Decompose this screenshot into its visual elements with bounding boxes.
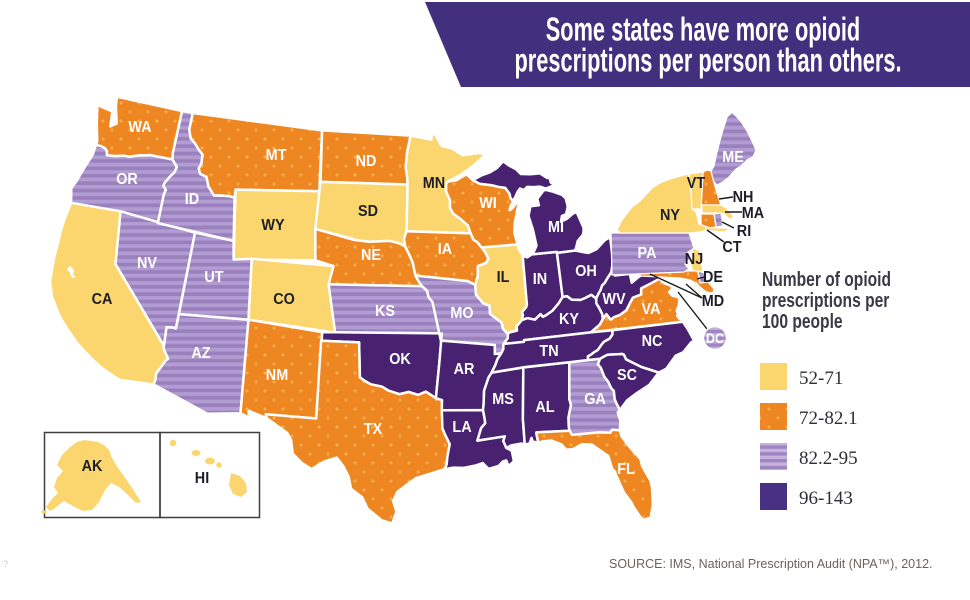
svg-text:TN: TN [539,342,558,360]
svg-text:SD: SD [358,202,378,220]
svg-text:UT: UT [204,268,224,286]
svg-text:OR: OR [116,170,138,188]
svg-text:NC: NC [642,332,663,350]
svg-text:CT: CT [722,238,742,256]
svg-text:96-143: 96-143 [799,488,853,509]
svg-text:Some states have more opioid: Some states have more opioid [546,11,860,48]
svg-text:ME: ME [722,148,744,166]
svg-text:IA: IA [438,240,452,258]
svg-text:LA: LA [452,418,471,436]
svg-text:NM: NM [266,366,288,384]
svg-text:KY: KY [559,310,579,328]
svg-text:?: ? [3,559,8,569]
svg-text:DE: DE [703,268,723,286]
svg-text:WI: WI [479,194,497,212]
svg-text:SC: SC [617,366,637,384]
svg-text:MS: MS [492,390,514,408]
svg-text:MT: MT [266,146,287,164]
svg-text:PA: PA [638,244,657,262]
svg-text:AL: AL [535,398,554,416]
svg-text:AR: AR [454,360,475,378]
svg-text:IN: IN [533,270,547,288]
svg-text:NV: NV [137,254,158,272]
svg-text:52-71: 52-71 [799,368,843,389]
svg-text:OH: OH [575,262,597,280]
svg-text:GA: GA [584,390,606,408]
svg-text:MI: MI [548,218,564,236]
svg-text:VA: VA [642,300,661,318]
svg-text:82.2-95: 82.2-95 [799,448,858,469]
svg-text:CO: CO [273,290,295,308]
svg-text:MO: MO [450,304,473,322]
svg-text:MD: MD [702,292,724,310]
svg-text:WV: WV [602,290,626,308]
svg-text:FL: FL [617,460,635,478]
svg-text:NH: NH [733,188,754,206]
svg-text:72-82.1: 72-82.1 [799,408,858,429]
svg-text:AK: AK [82,457,103,475]
svg-text:CA: CA [92,290,113,308]
svg-text:MN: MN [423,174,445,192]
svg-text:ND: ND [356,152,377,170]
svg-text:MA: MA [742,204,764,222]
svg-text:TX: TX [364,420,383,438]
svg-text:WA: WA [128,118,151,136]
svg-text:WY: WY [261,216,284,234]
svg-text:VT: VT [687,174,706,192]
svg-text:DC: DC [706,330,725,346]
svg-text:AZ: AZ [191,344,210,362]
svg-text:HI: HI [195,469,209,487]
svg-text:SOURCE: IMS, National Prescrip: SOURCE: IMS, National Prescription Audit… [609,557,933,571]
svg-text:IL: IL [497,268,510,286]
svg-text:NE: NE [361,246,381,264]
svg-text:prescriptions per person than: prescriptions per person than others. [515,42,902,79]
svg-text:prescriptions per: prescriptions per [762,289,889,311]
svg-text:NJ: NJ [685,250,703,268]
svg-text:NY: NY [660,206,680,224]
svg-text:ID: ID [185,190,199,208]
svg-text:100 people: 100 people [762,310,843,332]
svg-text:KS: KS [375,302,395,320]
svg-text:RI: RI [737,222,751,240]
svg-text:Number of opioid: Number of opioid [762,268,891,290]
svg-text:OK: OK [389,350,411,368]
